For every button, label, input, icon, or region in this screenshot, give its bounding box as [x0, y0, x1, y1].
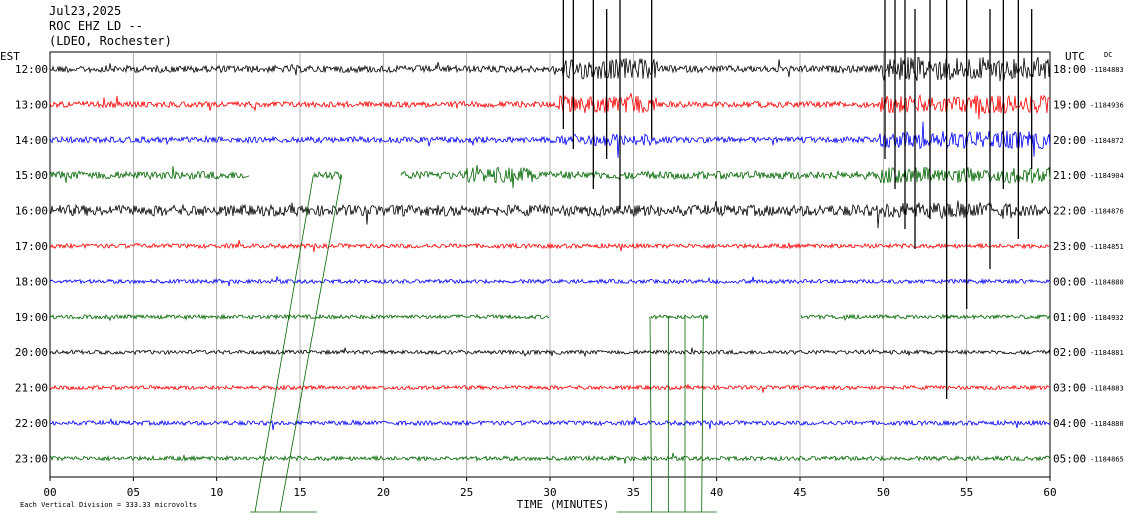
- dc-offset-label: -1184881: [1090, 349, 1124, 357]
- x-tick-label: 60: [1043, 486, 1056, 499]
- x-tick-label: 05: [127, 486, 140, 499]
- trace-line: [49, 164, 1051, 189]
- est-hour-label: 14:00: [15, 134, 48, 147]
- trace-line: [49, 121, 1051, 158]
- utc-hour-label: 21:00: [1053, 169, 1086, 182]
- utc-hour-label: 22:00: [1053, 205, 1086, 218]
- est-hour-label: 18:00: [15, 275, 48, 288]
- utc-hour-label: 19:00: [1053, 98, 1086, 111]
- x-tick-label: 35: [627, 486, 640, 499]
- chart-title-station: ROC EHZ LD --: [49, 19, 143, 33]
- utc-hour-label: 00:00: [1053, 275, 1086, 288]
- dc-offset-label: -1184865: [1090, 455, 1124, 463]
- utc-hour-label: 20:00: [1053, 134, 1086, 147]
- dc-offset-label: -1184904: [1090, 172, 1124, 180]
- x-axis-label: TIME (MINUTES): [517, 498, 610, 511]
- utc-hour-label: 23:00: [1053, 240, 1086, 253]
- row-labels: 12:00 18:00 -1184883 13:00 19:00 -1184936 14:0…: [15, 63, 1124, 465]
- est-hour-label: 17:00: [15, 240, 48, 253]
- dc-offset-label: -1184880: [1090, 420, 1124, 428]
- dc-label: DC: [1104, 51, 1112, 59]
- x-tick-label: 45: [793, 486, 806, 499]
- dc-offset-label: -1184936: [1090, 101, 1124, 109]
- pen-drift-line: [254, 175, 314, 513]
- x-tick-label: 25: [460, 486, 473, 499]
- utc-hour-label: 04:00: [1053, 417, 1086, 430]
- est-hour-label: 23:00: [15, 452, 48, 465]
- x-tick-label: 15: [293, 486, 306, 499]
- est-hour-label: 12:00: [15, 63, 48, 76]
- seismic-traces: [49, 0, 1051, 513]
- scale-footer: Each Vertical Division = 333.33 microvol…: [20, 501, 197, 509]
- dc-offset-label: -1184851: [1090, 243, 1124, 251]
- trace-line: [49, 56, 1051, 82]
- trace-line: [49, 417, 1051, 431]
- est-hour-label: 19:00: [15, 311, 48, 324]
- pen-drift-line: [649, 316, 653, 513]
- x-tick-label: 20: [377, 486, 390, 499]
- x-tick-label: 10: [210, 486, 223, 499]
- utc-axis-label: UTC: [1065, 50, 1085, 63]
- x-tick-label: 55: [960, 486, 973, 499]
- pen-drift-line: [279, 175, 343, 513]
- utc-hour-label: 02:00: [1053, 346, 1086, 359]
- utc-hour-label: 01:00: [1053, 311, 1086, 324]
- x-tick-labels: 00 05 10 15 20 25 30 35 40 45 50 55 60: [43, 477, 1057, 499]
- trace-line: [49, 200, 1051, 229]
- dc-offset-label: -1184883: [1090, 66, 1124, 74]
- est-hour-label: 21:00: [15, 382, 48, 395]
- x-tick-label: 30: [543, 486, 556, 499]
- x-tick-label: 00: [43, 486, 56, 499]
- trace-line: [49, 347, 1051, 358]
- trace-line: [49, 276, 1051, 287]
- utc-hour-label: 03:00: [1053, 382, 1086, 395]
- est-hour-label: 16:00: [15, 205, 48, 218]
- chart-title-location: (LDEO, Rochester): [49, 34, 172, 48]
- dc-offset-label: -1184876: [1090, 208, 1124, 216]
- trace-line: [49, 452, 1051, 464]
- pen-drift-line: [701, 316, 704, 513]
- trace-line: [49, 313, 1051, 322]
- dc-offset-label: -1184872: [1090, 137, 1124, 145]
- trace-line: [49, 240, 1051, 253]
- est-hour-label: 15:00: [15, 169, 48, 182]
- dc-offset-label: -1184932: [1090, 314, 1124, 322]
- est-axis-label: EST: [0, 50, 20, 63]
- utc-hour-label: 18:00: [1053, 63, 1086, 76]
- trace-line: [49, 383, 1051, 393]
- vertical-grid: [133, 52, 967, 477]
- x-tick-label: 50: [877, 486, 890, 499]
- est-hour-label: 20:00: [15, 346, 48, 359]
- est-hour-label: 22:00: [15, 417, 48, 430]
- trace-line: [49, 93, 1051, 120]
- utc-hour-label: 05:00: [1053, 452, 1086, 465]
- dc-offset-label: -1184880: [1090, 278, 1124, 286]
- est-hour-label: 13:00: [15, 98, 48, 111]
- dc-offset-label: -1184883: [1090, 385, 1124, 393]
- x-tick-label: 40: [710, 486, 723, 499]
- chart-title-date: Jul23,2025: [49, 4, 121, 18]
